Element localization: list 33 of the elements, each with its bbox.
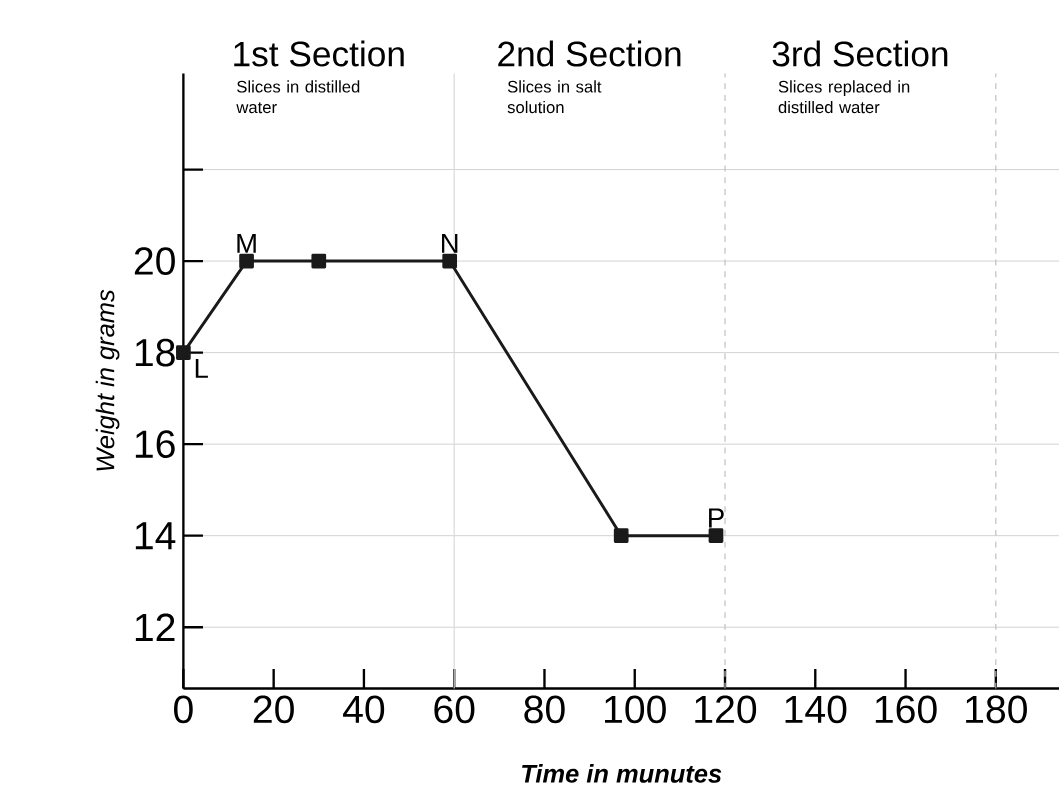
point: [176, 345, 191, 360]
annotation: Slices in salt solution: [507, 80, 602, 114]
annotation: L: [195, 358, 208, 378]
point: [442, 253, 458, 269]
x-tick-label: 180: [966, 695, 1027, 724]
x-tick-label: 100: [605, 695, 666, 724]
x-tick-label: 60: [434, 695, 475, 724]
annotation: Slices in distilled water: [236, 80, 360, 114]
text: 2nd Section: [498, 40, 681, 67]
point: [613, 528, 629, 544]
x-tick-label: 0: [174, 695, 193, 724]
annotation: P: [709, 508, 724, 528]
x-tick-label: 140: [785, 695, 847, 724]
point: [239, 253, 254, 269]
x-tick-label: 120: [695, 695, 757, 724]
y-tick-label: 14: [135, 522, 176, 550]
x-tick-label: 20: [253, 695, 294, 724]
annotation: N: [442, 234, 458, 253]
point: [311, 253, 327, 269]
text: 3rd Section: [772, 40, 948, 67]
y-tick-label: 12: [135, 613, 175, 641]
y-axis-title: Weight in grams: [95, 289, 120, 471]
text: 1st Section: [234, 40, 404, 67]
annotation: Slices replaced in distilled water: [778, 80, 910, 114]
x-tick-label: 160: [875, 695, 937, 724]
y-tick-label: 20: [134, 247, 175, 275]
y-tick-label: 16: [135, 430, 175, 459]
point: [708, 528, 724, 544]
x-tick-label: 80: [524, 695, 565, 724]
x-tick-label: 40: [343, 695, 385, 724]
y-tick-label: 18: [135, 338, 175, 367]
annotation: M: [237, 234, 256, 253]
x-axis-title: Time in munutes: [522, 764, 722, 783]
